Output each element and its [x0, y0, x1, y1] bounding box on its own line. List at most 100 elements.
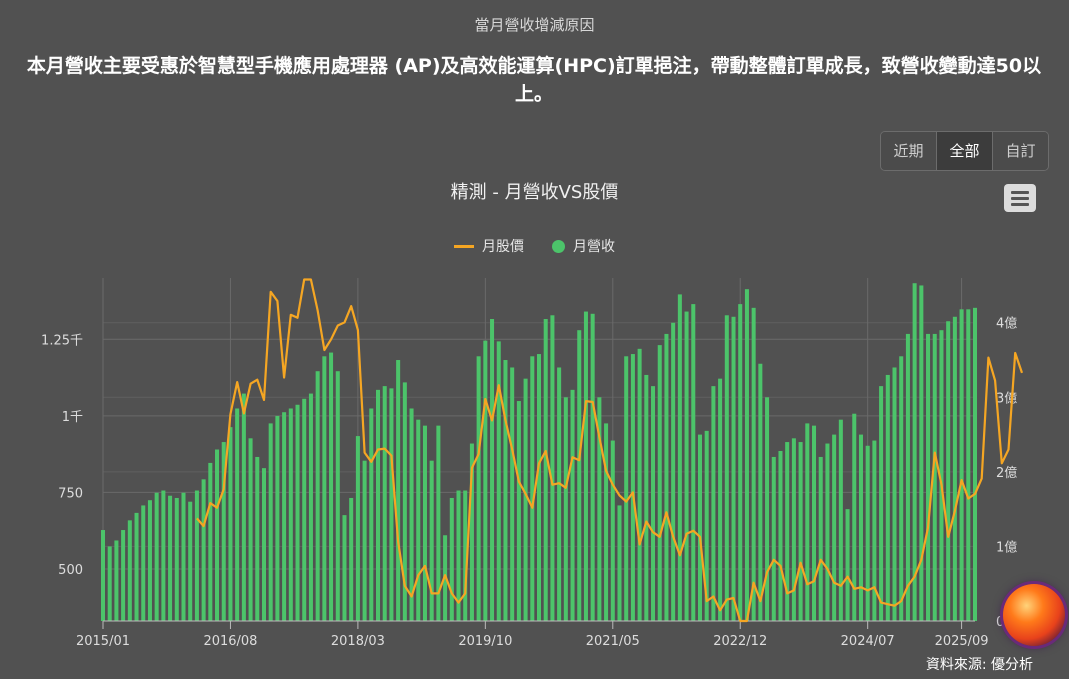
revenue-bar: [429, 460, 434, 621]
chart-plot: 500 750 1千 1.25千 0 1億 2億 3億 4億 2015/01 2016/08 2018…: [41, 278, 1024, 649]
revenue-bar: [858, 434, 863, 621]
revenue-bar: [697, 434, 702, 621]
revenue-bar: [349, 497, 354, 621]
revenue-bar: [704, 430, 709, 621]
revenue-bar: [342, 515, 347, 621]
revenue-bar: [657, 345, 662, 621]
revenue-bar: [369, 408, 374, 621]
revenue-bar: [268, 423, 273, 621]
legend-label-revenue: 月營收: [573, 239, 615, 255]
revenue-bar: [738, 304, 743, 621]
revenue-bar: [812, 425, 817, 621]
revenue-bar: [409, 408, 414, 621]
revenue-bar: [449, 497, 454, 621]
revenue-bar: [483, 340, 488, 621]
range-recent-button[interactable]: 近期: [881, 132, 937, 170]
revenue-bar: [751, 307, 756, 621]
revenue-bar: [711, 386, 716, 621]
revenue-bar: [966, 309, 971, 621]
revenue-bar: [718, 378, 723, 621]
revenue-bar: [422, 425, 427, 621]
revenue-bar: [570, 389, 575, 621]
revenue-bar: [161, 490, 166, 621]
line-swatch-icon: [454, 244, 474, 248]
y-right-tick-label: 4億: [996, 316, 1017, 332]
range-selector: 近期 全部 自訂: [880, 131, 1049, 171]
y-left-tick-label: 500: [58, 563, 83, 578]
revenue-bar: [174, 497, 179, 621]
revenue-bar: [624, 356, 629, 621]
revenue-bar: [939, 330, 944, 621]
y-left-tick-label: 1.25千: [41, 333, 83, 348]
revenue-bar: [785, 442, 790, 621]
revenue-bar: [127, 520, 132, 621]
y-right-tick-label: 1億: [996, 539, 1017, 555]
revenue-bar: [228, 427, 233, 621]
y-right-tick-label: 2億: [996, 465, 1017, 481]
revenue-bar: [503, 360, 508, 621]
revenue-bar: [872, 440, 877, 621]
chart-menu-icon[interactable]: [1004, 184, 1036, 212]
revenue-bar: [791, 438, 796, 621]
x-tick-label: 2021/05: [586, 634, 640, 649]
revenue-bar: [208, 462, 213, 621]
section-title: 當月營收增減原因: [474, 16, 595, 34]
revenue-bar: [590, 313, 595, 621]
revenue-bar: [771, 456, 776, 621]
revenue-bar: [523, 378, 528, 621]
revenue-bar: [899, 356, 904, 621]
y-left-tick-label: 750: [58, 486, 83, 501]
revenue-bar: [107, 546, 112, 621]
revenue-bar: [852, 413, 857, 621]
revenue-bar: [838, 419, 843, 621]
assistant-orb-icon[interactable]: [1003, 584, 1065, 646]
revenue-bar: [389, 388, 394, 621]
data-source: 資料來源: 優分析: [925, 657, 1033, 673]
range-all-button[interactable]: 全部: [937, 132, 993, 170]
revenue-bar: [141, 505, 146, 621]
legend-label-price: 月股價: [482, 239, 524, 255]
revenue-bar: [288, 408, 293, 621]
revenue-bar: [959, 309, 964, 621]
revenue-bar: [295, 404, 300, 621]
revenue-bar: [691, 304, 696, 621]
chart-legend: 月股價 月營收: [0, 236, 1069, 256]
revenue-bar: [758, 363, 763, 621]
revenue-bar: [610, 440, 615, 621]
revenue-bar: [168, 495, 173, 621]
revenue-bar: [469, 443, 474, 621]
revenue-bar: [396, 360, 401, 621]
revenue-bar: [885, 374, 890, 621]
x-tick-label: 2018/03: [331, 634, 385, 649]
headline-text: 本月營收主要受惠於智慧型手機應用處理器 (AP)及高效能運算(HPC)訂單挹注，…: [26, 55, 1042, 105]
revenue-bar: [946, 321, 951, 621]
revenue-bar: [188, 501, 193, 621]
revenue-bar: [778, 450, 783, 621]
revenue-bar: [194, 490, 199, 621]
revenue-bar: [832, 434, 837, 621]
revenue-bar: [235, 408, 240, 621]
revenue-bar: [972, 307, 978, 621]
revenue-bar: [215, 449, 220, 621]
revenue-bar: [912, 283, 917, 621]
revenue-bar: [952, 316, 957, 621]
range-custom-button[interactable]: 自訂: [993, 132, 1048, 170]
revenue-bar: [181, 492, 186, 621]
legend-item-revenue[interactable]: 月營收: [552, 236, 615, 256]
revenue-bar: [121, 530, 126, 621]
revenue-bar: [329, 352, 334, 621]
revenue-bar: [490, 319, 495, 621]
revenue-bar: [456, 490, 461, 621]
revenue-bar: [879, 386, 884, 621]
revenue-bar: [651, 386, 656, 621]
y-right-tick-label: 3億: [996, 390, 1017, 406]
revenue-bar: [241, 393, 246, 621]
legend-item-price[interactable]: 月股價: [454, 236, 524, 256]
revenue-bar: [845, 509, 850, 621]
x-tick-label: 2019/10: [458, 634, 512, 649]
revenue-bar: [530, 356, 535, 621]
revenue-bar: [724, 315, 729, 621]
revenue-bar: [744, 289, 749, 621]
revenue-bar: [557, 367, 562, 621]
revenue-bar: [677, 294, 682, 621]
